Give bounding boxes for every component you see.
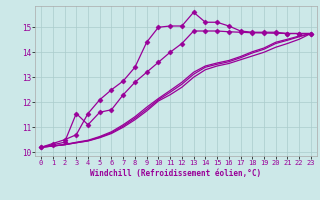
X-axis label: Windchill (Refroidissement éolien,°C): Windchill (Refroidissement éolien,°C) (91, 169, 261, 178)
